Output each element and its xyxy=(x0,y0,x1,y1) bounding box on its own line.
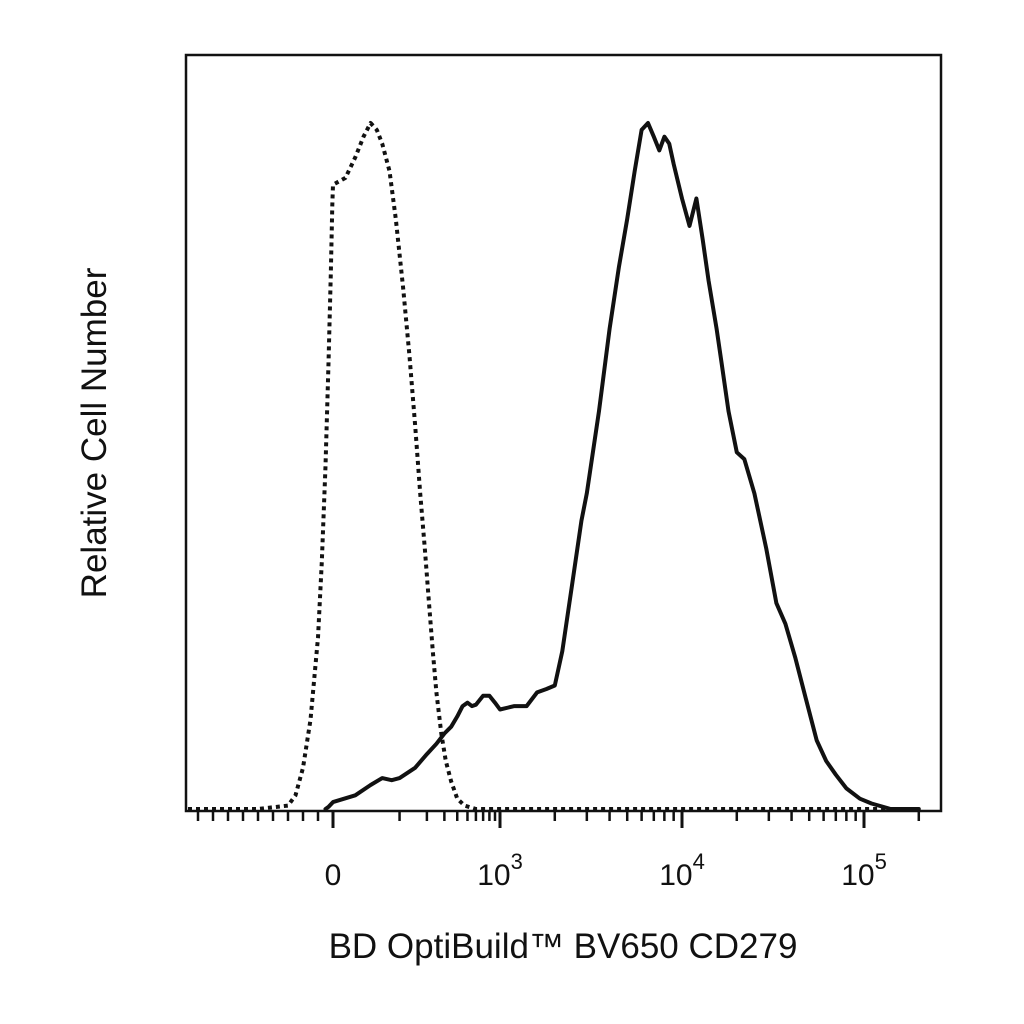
stained-histogram-line xyxy=(323,121,921,811)
x-tick-label: 104 xyxy=(659,849,705,892)
x-axis-tick-labels: 0 103 104 105 xyxy=(325,849,887,892)
x-tick-label: 0 xyxy=(325,859,342,892)
y-axis-label: Relative Cell Number xyxy=(75,267,114,598)
x-axis-ticks xyxy=(196,811,921,828)
control-histogram-line xyxy=(188,121,919,811)
x-tick-label: 105 xyxy=(841,849,887,892)
x-tick-label: 103 xyxy=(477,849,523,892)
x-axis-label: BD OptiBuild™ BV650 CD279 xyxy=(329,927,798,966)
plot-frame xyxy=(184,53,943,813)
histogram-curves xyxy=(188,121,921,811)
